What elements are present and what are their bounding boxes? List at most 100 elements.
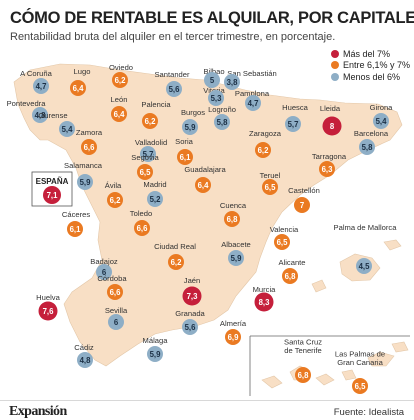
city-value-palencia: 6,2 — [145, 117, 157, 126]
city-huesca: Huesca 5,7 — [282, 103, 309, 132]
city-label-madrid: Madrid — [143, 180, 166, 189]
city-marker-palma-de-mallorca — [356, 258, 372, 274]
city-value-girona: 5,4 — [376, 117, 388, 126]
city-label-cadiz: Cádiz — [74, 343, 94, 352]
city-value-madrid: 5,2 — [150, 195, 162, 204]
city-palma-de-mallorca: Palma de Mallorca 4,5 — [334, 223, 397, 274]
city-barcelona: Barcelona 5,8 — [354, 129, 389, 155]
city-value-almeria: 6,9 — [228, 333, 240, 342]
city-label-castellon: Castellón — [288, 186, 320, 195]
city-value-barcelona: 5,8 — [362, 143, 374, 152]
city-cadiz: Cádiz 4,8 — [74, 343, 94, 368]
city-a-coruna: A Coruña 4,7 — [20, 69, 53, 94]
city-value-salamanca: 5,9 — [80, 178, 92, 187]
city-value-granada: 5,6 — [185, 323, 197, 332]
city-sevilla: Sevilla 6 — [105, 306, 128, 330]
city-label-avila: Ávila — [105, 181, 122, 190]
city-malaga: Málaga 5,9 — [143, 336, 168, 362]
city-vitoria: Vitoria5,3 — [203, 86, 225, 106]
city-marker-avila — [107, 192, 123, 208]
city-almeria: Almería 6,9 — [220, 319, 247, 345]
city-marker-pamplona — [245, 95, 261, 111]
city-value-santander: 5,6 — [169, 85, 181, 94]
city-huelva: Huelva 7,6 — [36, 293, 61, 321]
city-value-toledo: 6,6 — [137, 224, 149, 233]
legend-item-high: Más del 7% — [331, 48, 410, 60]
city-segovia: Segovia 6,5 — [131, 153, 159, 180]
city-zamora: Zamora 6,6 — [76, 128, 103, 155]
city-value-cuenca: 6,8 — [227, 215, 239, 224]
city-marker-badajoz — [96, 264, 112, 280]
city-marker-almeria — [225, 329, 241, 345]
city-marker-a-coruna — [33, 78, 49, 94]
city-label-badajoz: Badajoz — [90, 257, 118, 266]
city-label-huesca: Huesca — [282, 103, 309, 112]
city-burgos: Burgos 5,9 — [181, 108, 205, 135]
city-marker-ciudad-real — [168, 254, 184, 270]
city-value-san-sebastian: 3,8 — [227, 78, 239, 87]
city-marker-pontevedra — [32, 107, 48, 123]
city-marker-santander — [166, 81, 182, 97]
city-value-albacete: 5,9 — [231, 254, 243, 263]
city-marker-cuenca — [224, 211, 240, 227]
city-murcia: Murcia 8,3 — [253, 285, 276, 312]
city-label-valencia: Valencia — [270, 225, 299, 234]
city-value-ciudad-real: 6,2 — [171, 258, 183, 267]
spain-map: A Coruña 4,7 Lugo 6,4 Oviedo 6,2 Santander 5,6 B… — [7, 63, 410, 396]
city-label-tarragona: Tarragona — [312, 152, 347, 161]
city-marker-murcia — [254, 292, 274, 312]
city-label-bilbao: Bilbao — [203, 67, 224, 76]
city-oviedo: Oviedo 6,2 — [109, 63, 133, 88]
city-label-valladolid: Valladolid — [135, 138, 167, 147]
city-marker-tarragona — [319, 161, 335, 177]
source-note: Fuente: Idealista — [333, 407, 404, 418]
city-value-pontevedra: 4,8 — [35, 111, 47, 120]
city-label-pamplona: Pamplona — [235, 89, 270, 98]
legend-swatch-low — [331, 72, 339, 81]
city-label-salamanca: Salamanca — [64, 161, 103, 170]
city-santa-cruz-de-tenerife: Santa Cruz de Tenerife 6,8 — [284, 338, 322, 383]
city-value-cadiz: 4,8 — [80, 356, 92, 365]
city-marker-granada — [182, 319, 198, 335]
brand-logo: Expansión — [9, 404, 67, 419]
city-label-zaragoza: Zaragoza — [249, 129, 282, 138]
city-value-caceres: 6,1 — [70, 225, 82, 234]
city-value-a-coruna: 4,7 — [36, 82, 47, 91]
city-ciudad-real: Ciudad Real 6,2 — [154, 242, 196, 270]
city-label-granada: Granada — [175, 309, 205, 318]
footer-divider — [0, 400, 414, 401]
canary-inset-frame — [249, 335, 410, 396]
city-label-segovia: Segovia — [131, 153, 159, 162]
city-zaragoza: Zaragoza 6,2 — [249, 129, 282, 158]
city-marker-zaragoza — [255, 142, 271, 158]
city-soria: Soria 6,1 — [175, 137, 194, 165]
city-guadalajara: Guadalajara 6,4 — [184, 165, 226, 193]
city-marker-barcelona — [359, 139, 375, 155]
city-leon: León 6,4 — [111, 95, 127, 122]
city-marker-guadalajara — [195, 177, 211, 193]
national-label: ESPAÑA — [36, 177, 69, 186]
city-madrid: Madrid 5,2 — [143, 180, 167, 207]
city-marker-sevilla — [108, 314, 124, 330]
legend-swatch-high — [331, 49, 339, 58]
city-cuenca: Cuenca 6,8 — [220, 201, 247, 227]
city-logrono: Logroño 5,8 — [208, 105, 236, 130]
city-tarragona: Tarragona 6,3 — [312, 152, 347, 177]
city-label-ciudad-real: Ciudad Real — [154, 242, 196, 251]
ibiza — [311, 279, 327, 293]
city-marker-vitoria — [208, 90, 224, 106]
national-marker-dot — [43, 186, 61, 204]
city-label-cordoba: Córdoba — [97, 274, 127, 283]
city-marker-girona — [373, 113, 389, 129]
city-value-valencia: 6,5 — [277, 238, 289, 247]
city-marker-valladolid — [140, 146, 156, 162]
city-avila: Ávila 6,2 — [105, 181, 123, 208]
city-label-pontevedra: Pontevedra — [7, 99, 47, 108]
city-albacete: Albacete 5,9 — [221, 240, 251, 266]
city-value-logrono: 5,8 — [217, 118, 229, 127]
city-toledo: Toledo 6,6 — [130, 209, 152, 236]
city-value-jaen: 7,3 — [187, 292, 199, 301]
city-value-burgos: 5,9 — [185, 123, 197, 132]
